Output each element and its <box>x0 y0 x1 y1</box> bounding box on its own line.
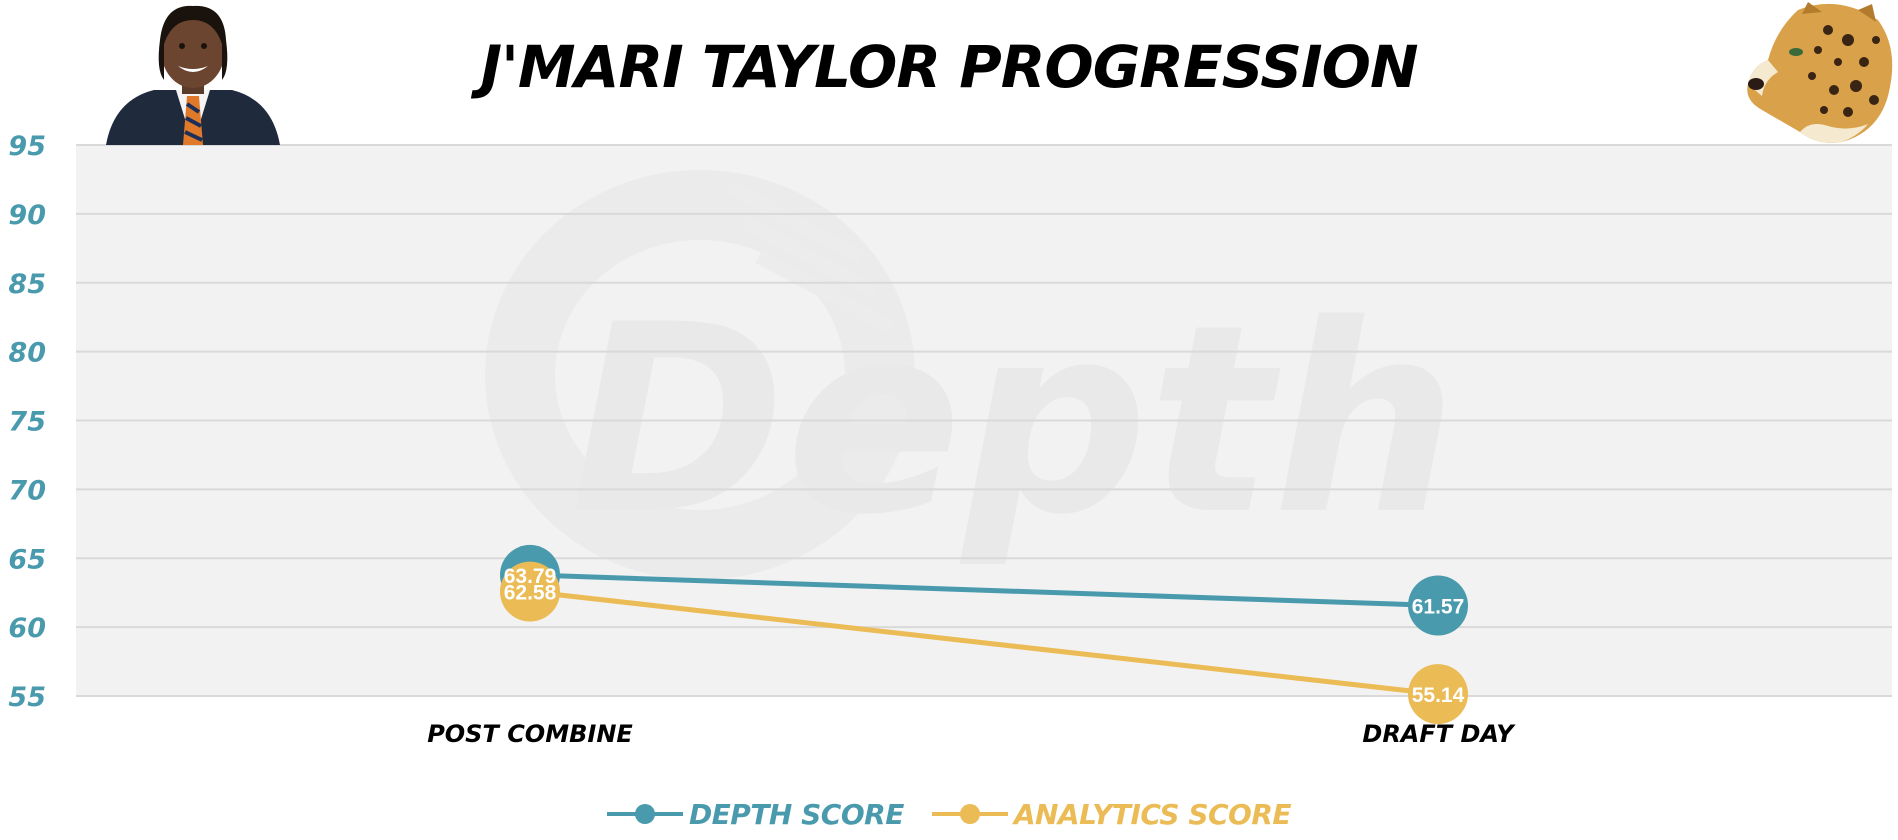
data-point <box>1408 664 1468 725</box>
legend-marker-analytics-score <box>931 804 1008 824</box>
y-tick-label: 65 <box>8 544 46 575</box>
legend-label-depth-score: DEPTH SCORE <box>688 797 904 831</box>
series-line <box>527 572 1441 608</box>
data-label: 63.79 <box>504 565 557 588</box>
x-tick-label: DRAFT DAY <box>1362 720 1516 748</box>
y-tick-label: 80 <box>8 338 46 369</box>
jaguar-logo-icon <box>1747 2 1893 143</box>
data-label: 62.58 <box>504 582 557 605</box>
data-label: 55.14 <box>1412 684 1465 707</box>
y-tick-label: 55 <box>8 682 46 713</box>
legend-item-analytics-score[interactable]: ANALYTICS SCORE <box>931 797 1292 831</box>
y-tick-label: 90 <box>8 200 46 231</box>
legend-marker-depth-score <box>606 804 683 824</box>
legend-label-analytics-score: ANALYTICS SCORE <box>1013 797 1292 831</box>
data-label: 61.57 <box>1412 595 1465 618</box>
chart-legend: DEPTH SCORE ANALYTICS SCORE <box>0 795 1898 833</box>
y-tick-label: 75 <box>8 407 46 438</box>
y-tick-label: 95 <box>8 131 46 162</box>
chart-title: J'MARI TAYLOR PROGRESSION <box>480 33 1419 101</box>
player-headshot-icon <box>106 5 280 145</box>
y-tick-label: 70 <box>8 475 46 506</box>
x-tick-label: POST COMBINE <box>427 720 633 748</box>
y-tick-label: 85 <box>8 269 46 300</box>
data-point <box>1408 575 1468 636</box>
legend-item-depth-score[interactable]: DEPTH SCORE <box>606 797 904 831</box>
series-line <box>527 589 1441 697</box>
y-tick-label: 60 <box>8 613 46 644</box>
data-point <box>500 561 560 622</box>
